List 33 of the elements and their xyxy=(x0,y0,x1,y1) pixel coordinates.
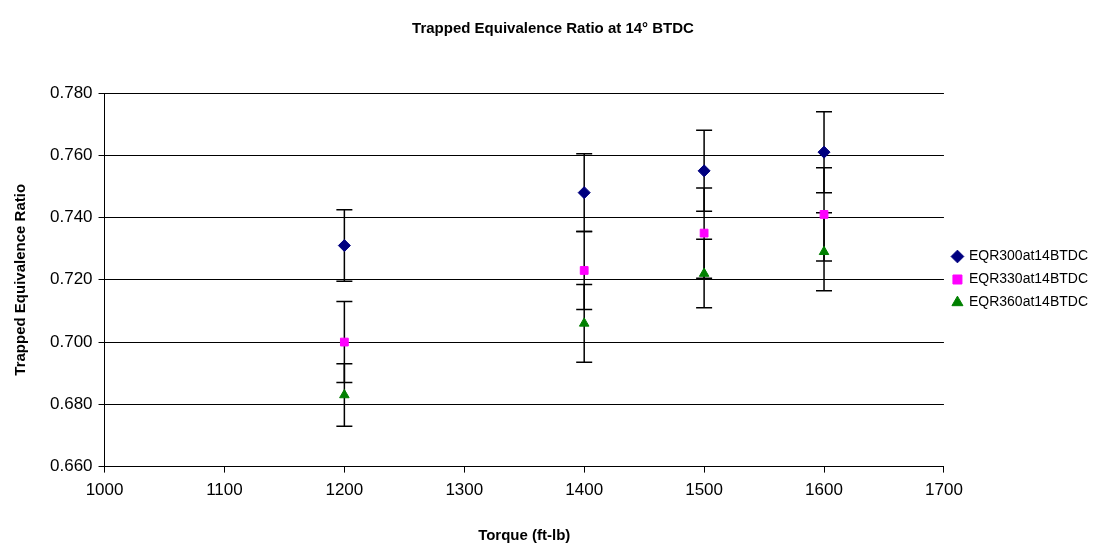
x-tick-label: 1500 xyxy=(685,480,724,500)
y-tick-label: 0.720 xyxy=(49,269,93,289)
x-tick-label: 1300 xyxy=(445,480,484,500)
point xyxy=(697,164,711,178)
y-tick-label: 0.740 xyxy=(49,207,93,227)
x-tick-label: 1400 xyxy=(565,480,604,500)
point xyxy=(337,239,351,253)
x-tick-label: 1000 xyxy=(85,480,124,500)
x-tick-label: 1100 xyxy=(206,480,243,500)
y-tick-label: 0.660 xyxy=(49,456,93,476)
point xyxy=(819,210,829,219)
point xyxy=(817,145,831,159)
y-tick-label: 0.780 xyxy=(49,82,93,102)
y-tick-label: 0.700 xyxy=(49,331,93,351)
point xyxy=(578,317,590,327)
point xyxy=(579,266,589,275)
chart-title: Trapped Equivalence Ratio at 14° BTDC xyxy=(412,19,695,37)
x-tick-label: 1600 xyxy=(805,480,843,500)
x-tick-label: 1700 xyxy=(925,480,963,500)
point xyxy=(818,245,830,256)
legend-label: EQR360at14BTDC xyxy=(968,293,1089,310)
point xyxy=(339,337,349,347)
point xyxy=(698,267,710,277)
y-axis-title: Trapped Equivalence Ratio xyxy=(11,183,29,376)
x-tick-label: 1200 xyxy=(325,480,364,500)
y-tick-label: 0.680 xyxy=(49,394,93,414)
point xyxy=(577,186,591,200)
x-axis-title: Torque (ft-lb) xyxy=(478,526,571,544)
point xyxy=(699,228,709,238)
point xyxy=(339,388,350,399)
y-tick-label: 0.760 xyxy=(49,144,93,164)
legend-label: EQR330at14BTDC xyxy=(968,270,1089,287)
legend-label: EQR300at14BTDC xyxy=(968,247,1089,264)
